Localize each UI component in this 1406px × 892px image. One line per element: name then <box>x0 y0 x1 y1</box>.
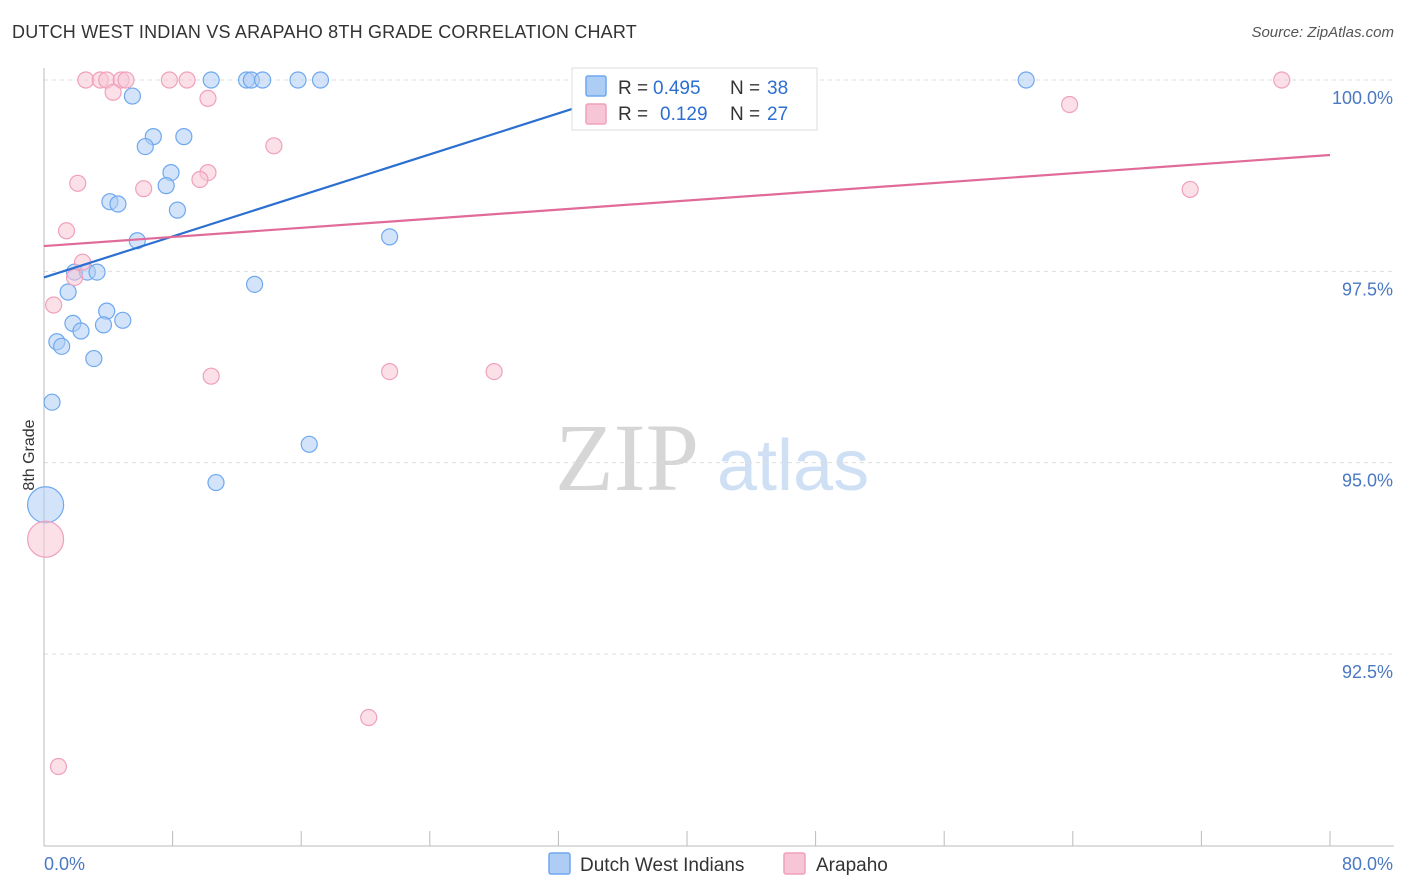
point-dutch-west-indians <box>168 201 187 219</box>
point-dutch-west-indians <box>109 195 127 213</box>
legend-label-dutch-west-indians: Dutch West Indians <box>580 855 744 876</box>
point-dutch-west-indians <box>202 71 220 89</box>
point-arapaho <box>202 367 220 385</box>
legend: Dutch West Indians Arapaho <box>548 852 888 876</box>
stats-n-value-pink: 27 <box>767 104 788 125</box>
point-arapaho <box>104 83 122 101</box>
legend-swatch-dutch-west-indians <box>548 852 571 875</box>
point-dutch-west-indians <box>157 177 175 195</box>
point-arapaho <box>69 174 87 192</box>
watermark-zip: ZIP <box>555 404 699 511</box>
point-arapaho <box>1060 95 1079 114</box>
y-tick-label: 92.5% <box>1342 662 1393 682</box>
stats-r-value-blue: 0.495 <box>653 78 701 99</box>
y-axis-tick-labels: 92.5% 95.0% 97.5% 100.0% <box>1332 88 1393 682</box>
point-arapaho <box>160 71 178 89</box>
trend-lines <box>43 78 1331 279</box>
point-arapaho <box>191 170 209 189</box>
point-arapaho <box>135 180 153 198</box>
legend-swatch-arapaho <box>783 852 806 875</box>
stats-r-label-pink: R = <box>618 104 648 125</box>
point-arapaho <box>117 71 135 89</box>
point-dutch-west-indians <box>245 275 264 293</box>
point-dutch-west-indians <box>72 322 90 340</box>
point-dutch-west-indians <box>123 87 142 105</box>
point-arapaho <box>178 71 196 89</box>
point-dutch-west-indians <box>289 71 307 89</box>
point-dutch-west-indians <box>300 435 318 453</box>
stats-swatch-pink <box>585 103 607 125</box>
point-arapaho <box>65 268 84 287</box>
trend-line-arapaho <box>43 153 1331 248</box>
x-axis-ticks <box>43 831 1331 846</box>
point-arapaho <box>45 296 63 314</box>
point-dutch-west-indians <box>254 71 272 89</box>
point-dutch-west-indians <box>53 337 71 355</box>
y-tick-label: 95.0% <box>1342 471 1393 491</box>
point-arapaho <box>77 71 95 89</box>
point-arapaho <box>265 137 283 155</box>
point-arapaho <box>1181 180 1199 199</box>
stats-r-value-pink: 0.129 <box>660 104 708 125</box>
point-arapaho <box>199 89 217 107</box>
watermark-atlas: atlas <box>717 426 869 506</box>
point-arapaho <box>381 362 399 381</box>
grid-lines <box>44 79 1394 655</box>
point-dutch-west-indians <box>175 128 193 146</box>
stats-n-label-blue: N = <box>730 78 760 99</box>
source-label: Source: ZipAtlas.com <box>1251 24 1394 41</box>
point-arapaho <box>57 222 76 240</box>
point-dutch-west-indians <box>136 137 154 156</box>
point-dutch-west-indians <box>59 283 77 301</box>
y-tick-label: 100.0% <box>1332 88 1393 108</box>
y-tick-label: 97.5% <box>1342 279 1393 299</box>
point-dutch-west-indians <box>88 263 106 281</box>
point-arapaho <box>360 708 378 727</box>
trend-line-dutch-west-indians <box>43 78 664 279</box>
stats-swatch-blue <box>585 75 607 97</box>
point-dutch-west-indians <box>1017 71 1035 89</box>
point-dutch-west-indians <box>207 473 225 492</box>
stats-n-value-blue: 38 <box>767 78 788 99</box>
legend-label-arapaho: Arapaho <box>816 855 888 876</box>
point-dutch-west-indians <box>94 316 113 334</box>
point-dutch-west-indians <box>43 393 61 411</box>
point-dutch-west-indians <box>114 311 132 329</box>
stats-box: R = 0.495 N = 38 R = 0.129 N = 27 <box>571 67 818 131</box>
point-arapaho <box>485 362 503 381</box>
stats-r-label-blue: R = <box>618 78 648 99</box>
point-dutch-west-indians <box>311 71 330 89</box>
point-dutch-west-indians <box>27 486 65 524</box>
point-arapaho <box>27 520 65 558</box>
point-arapaho <box>1273 71 1291 89</box>
point-arapaho <box>49 757 68 776</box>
x-tick-label-min: 0.0% <box>44 854 85 874</box>
y-axis-title: 8th Grade <box>21 419 38 490</box>
point-dutch-west-indians <box>381 228 399 246</box>
point-dutch-west-indians <box>85 349 103 368</box>
data-points <box>27 71 1291 776</box>
stats-n-label-pink: N = <box>730 104 760 125</box>
stats-box-frame <box>571 67 818 131</box>
x-tick-label-max: 80.0% <box>1342 854 1393 874</box>
chart-title: DUTCH WEST INDIAN VS ARAPAHO 8TH GRADE C… <box>12 22 637 42</box>
